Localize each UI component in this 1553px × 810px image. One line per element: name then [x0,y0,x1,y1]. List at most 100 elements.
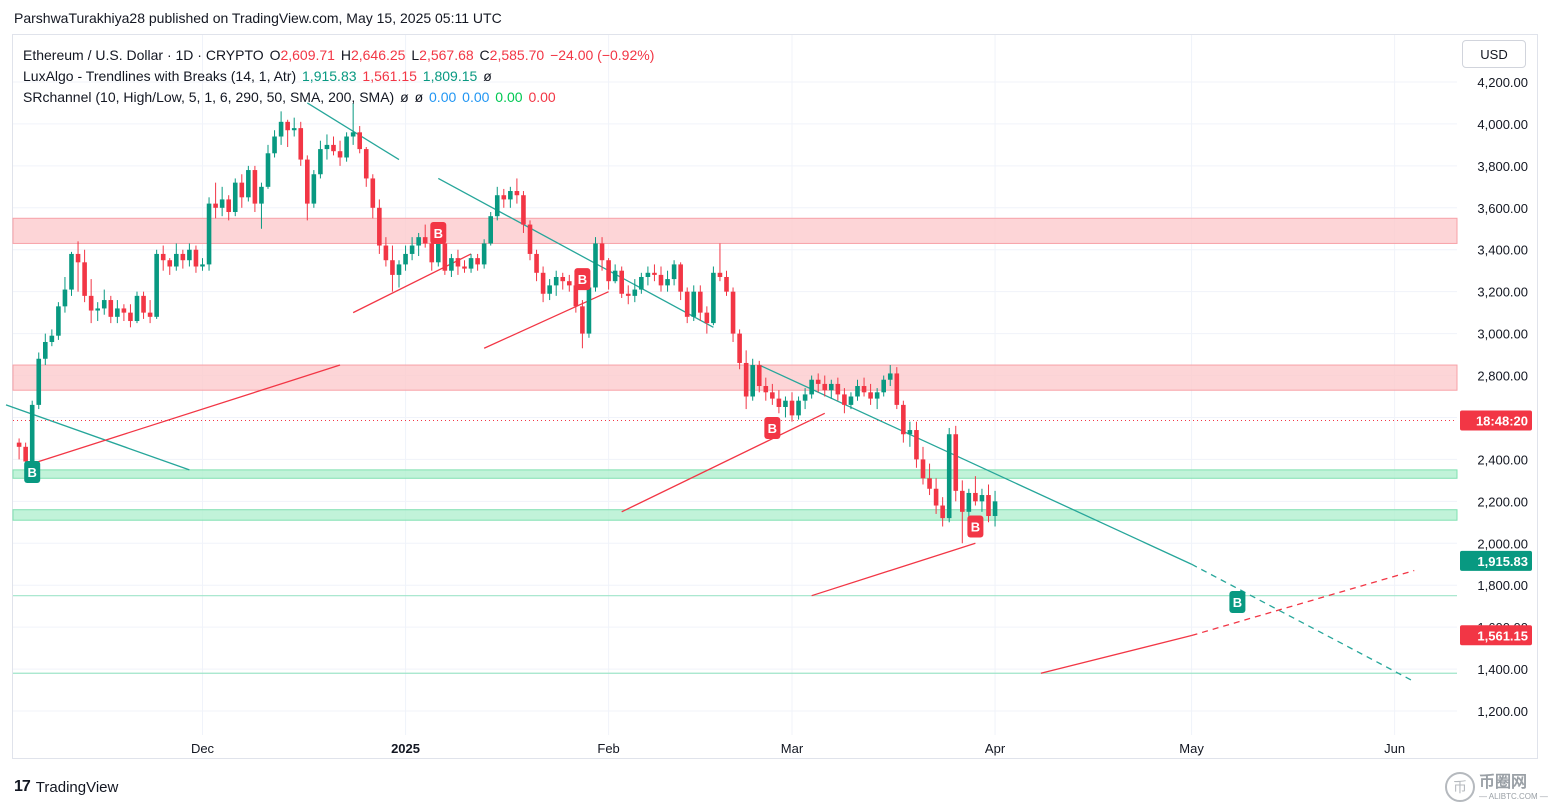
watermark-name: 币圈网 [1479,773,1528,791]
candle-body [187,249,192,261]
candle-body [966,492,972,512]
candle-body [455,258,461,267]
legend-luxalgo-row[interactable]: LuxAlgo - Trendlines with Breaks (14, 1,… [23,66,656,87]
candle-body [422,237,428,244]
y-tick-label: 3,400.00 [1477,243,1528,258]
support-zone [12,469,1458,479]
candle-body [226,199,231,212]
candle-body [363,149,369,179]
candle-body [907,430,913,435]
chart-frame[interactable] [12,34,1538,759]
candle-body [632,289,638,296]
candle-body [403,253,408,265]
candle-body [442,243,448,271]
price-label-box [1460,410,1532,431]
candle-body [462,266,467,269]
candle-body [599,243,605,261]
candle-body [580,306,585,334]
candle-body [606,260,611,282]
candle-body [927,478,932,489]
candle-body [940,505,945,519]
x-tick-label: Apr [985,741,1006,756]
x-tick-label: 2025 [391,741,420,756]
candle-body [789,400,795,416]
y-tick-label: 4,200.00 [1477,75,1528,90]
candle-body [848,396,854,405]
candle-body [56,306,61,336]
trendline [621,412,826,513]
candle-body [318,149,323,175]
candle-body [868,392,873,399]
price-label: 1,915.83 [1477,554,1528,569]
candle-body [743,362,749,397]
candle-body [547,285,552,294]
candle-body [560,276,566,282]
candle-body [239,182,245,198]
candle-body [147,312,153,317]
candle-body [573,285,579,307]
candle-body [75,253,81,263]
candle-body [737,333,742,363]
candle-body [671,264,677,280]
srchannel-empty-sym-2: ø [414,89,424,105]
luxalgo-label: LuxAlgo - Trendlines with Breaks (14, 1,… [23,68,297,84]
candle-body [141,295,146,313]
legend-symbol-row[interactable]: Ethereum / U.S. Dollar · 1D · CRYPTO O2,… [23,45,656,66]
candle-body [855,386,860,397]
y-tick-label: 3,000.00 [1477,327,1528,342]
candle-body [206,203,212,265]
break-marker-label: B [768,421,777,436]
candle-body [881,379,886,393]
candle-body [960,490,965,512]
candle-body [167,260,173,267]
candle-body [652,272,657,275]
candle-body [593,243,598,288]
break-marker-label: B [28,465,37,480]
legend-srchannel-row[interactable]: SRchannel (10, High/Low, 5, 1, 6, 290, 5… [23,87,656,108]
break-marker [430,221,447,244]
candle-body [95,308,100,311]
candle-body [901,404,906,435]
resistance-zone [12,364,1458,391]
srchannel-label: SRchannel (10, High/Low, 5, 1, 6, 290, 5… [23,89,395,105]
candle-body [835,383,841,395]
candle-body [49,335,55,342]
candle-body [933,488,939,506]
candle-body [861,386,867,393]
luxalgo-empty-sym: ø [483,68,492,84]
srchannel-value-2: 0.00 [462,89,490,105]
candle-body [874,392,880,399]
y-tick-label: 3,600.00 [1477,201,1528,216]
candle-body [390,260,395,275]
candle-body [842,394,847,405]
candle-body [357,132,362,150]
candle-body [488,216,493,244]
y-tick-label: 3,800.00 [1477,159,1528,174]
candle-body [252,170,258,204]
price-axis: 1,200.001,400.001,600.001,800.002,000.00… [1477,75,1528,719]
break-marker-label: B [1233,595,1242,610]
candle-body [514,191,520,196]
candle-body [750,365,755,397]
candle-body [802,394,808,401]
tradingview-wordmark: TradingView [35,778,119,796]
candle-body [521,195,526,225]
candle-body [16,442,22,447]
y-tick-label: 2,800.00 [1477,369,1528,384]
tradingview-logo[interactable]: 17 TradingView [14,778,118,796]
legend-open: 2,609.71 [280,47,335,63]
candle-body [973,492,978,502]
y-tick-label: 3,200.00 [1477,285,1528,300]
break-markers: B B B B B B [24,221,1246,613]
candle-body [305,159,310,204]
candle-body [711,272,716,324]
trendline [1191,569,1415,637]
candle-body [645,272,651,277]
price-label: 1,561.15 [1477,628,1528,643]
candle-body [914,430,919,460]
currency-button[interactable]: USD [1462,40,1526,68]
srchannel-value-4: 0.00 [528,89,556,105]
candle-body [285,121,290,131]
candle-body [658,274,664,286]
